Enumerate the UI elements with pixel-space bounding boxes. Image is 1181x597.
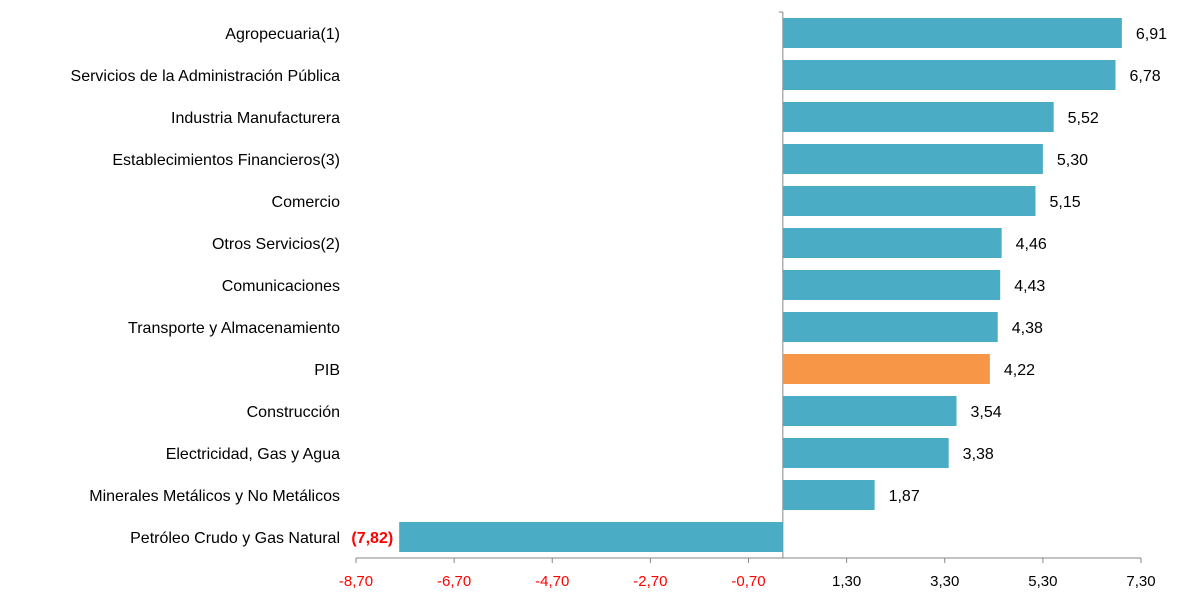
- category-label: Comercio: [272, 194, 341, 211]
- x-tick-label: -8,70: [339, 573, 373, 590]
- category-label: PIB: [314, 362, 340, 379]
- x-tick-label: 3,30: [930, 573, 959, 590]
- x-tick-label: 7,30: [1126, 573, 1155, 590]
- bar: [782, 228, 1002, 258]
- category-label: Industria Manufacturera: [171, 110, 340, 127]
- bar: [782, 396, 957, 426]
- bar: [399, 522, 783, 552]
- data-label: 4,38: [1012, 320, 1043, 337]
- bar: [782, 312, 998, 342]
- bar: [782, 354, 990, 384]
- x-tick-label: -4,70: [535, 573, 569, 590]
- bar: [782, 480, 875, 510]
- category-label: Petróleo Crudo y Gas Natural: [130, 530, 340, 547]
- data-label: 5,15: [1050, 194, 1081, 211]
- data-label: 3,54: [971, 404, 1002, 421]
- category-label: Establecimientos Financieros(3): [112, 152, 340, 169]
- x-tick-label: -6,70: [437, 573, 471, 590]
- bar: [782, 102, 1054, 132]
- data-label: 6,91: [1136, 26, 1167, 43]
- category-label: Electricidad, Gas y Agua: [166, 446, 340, 463]
- data-label: 5,30: [1057, 152, 1088, 169]
- category-label: Transporte y Almacenamiento: [128, 320, 340, 337]
- bar: [782, 186, 1036, 216]
- data-label: 4,22: [1004, 362, 1035, 379]
- bar: [782, 438, 949, 468]
- data-label: 6,78: [1129, 68, 1160, 85]
- bar: [782, 60, 1116, 90]
- category-label: Minerales Metálicos y No Metálicos: [89, 488, 340, 505]
- data-label: (7,82): [351, 530, 393, 547]
- bar: [782, 18, 1122, 48]
- category-label: Comunicaciones: [222, 278, 340, 295]
- x-tick-label: -2,70: [633, 573, 667, 590]
- data-label: 4,43: [1014, 278, 1045, 295]
- category-label: Otros Servicios(2): [212, 236, 340, 253]
- data-label: 5,52: [1068, 110, 1099, 127]
- data-label: 3,38: [963, 446, 994, 463]
- category-label: Servicios de la Administración Pública: [71, 68, 341, 85]
- bar: [782, 144, 1043, 174]
- x-tick-label: 5,30: [1028, 573, 1057, 590]
- data-label: 4,46: [1016, 236, 1047, 253]
- category-label: Agropecuaria(1): [225, 26, 340, 43]
- x-tick-label: -0,70: [731, 573, 765, 590]
- data-label: 1,87: [889, 488, 920, 505]
- category-label: Construcción: [247, 404, 340, 421]
- bar: [782, 270, 1001, 300]
- x-tick-label: 1,30: [832, 573, 861, 590]
